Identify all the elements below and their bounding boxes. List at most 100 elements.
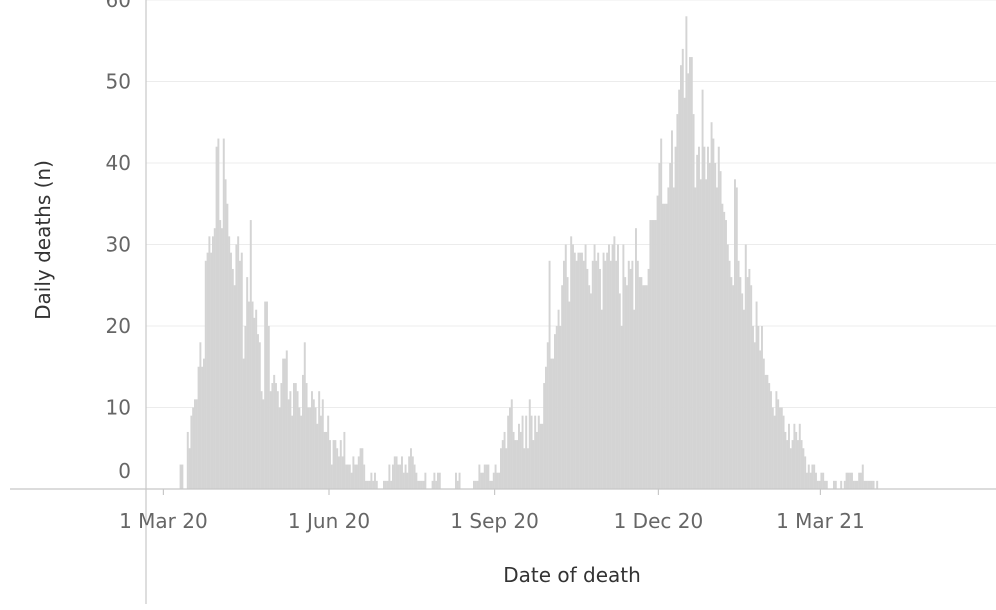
bar [215, 146, 218, 489]
bar [840, 480, 843, 489]
bar [267, 326, 270, 489]
bar [536, 431, 538, 489]
bar [824, 480, 826, 489]
bar [856, 480, 859, 489]
bar [498, 472, 501, 489]
bar [590, 293, 592, 489]
bar [804, 456, 807, 489]
bar [834, 480, 837, 489]
bar [822, 472, 825, 489]
bar [413, 464, 416, 489]
bar [716, 187, 718, 489]
bar [199, 342, 202, 489]
bar [762, 358, 765, 489]
bar [798, 423, 801, 489]
bar [399, 464, 402, 489]
bar [410, 448, 412, 489]
bar [417, 480, 420, 489]
bar [249, 220, 252, 490]
bar [726, 244, 729, 489]
bar [813, 464, 816, 489]
bar [276, 391, 279, 489]
bar [689, 57, 691, 490]
bar [681, 48, 684, 490]
bar [869, 480, 871, 489]
bar [332, 440, 335, 489]
bar [554, 334, 556, 489]
bar [321, 399, 324, 489]
bar [203, 358, 205, 489]
bar [575, 260, 578, 489]
bar [699, 179, 702, 490]
bar [361, 448, 364, 489]
bar [519, 431, 522, 489]
bar [807, 464, 810, 489]
bar [735, 187, 738, 489]
bar [755, 301, 758, 489]
bar [280, 383, 283, 489]
bar [746, 277, 749, 489]
bar [383, 480, 385, 489]
bar [224, 179, 227, 490]
bar [618, 293, 621, 489]
bar [548, 260, 551, 489]
bar [352, 456, 355, 489]
bar [354, 464, 357, 489]
bar [309, 407, 312, 489]
bar [435, 480, 438, 489]
bar [624, 277, 627, 489]
bar [732, 285, 735, 489]
bar [386, 480, 389, 489]
bar [487, 464, 490, 489]
bar [647, 268, 650, 489]
bar [602, 252, 605, 489]
bar [404, 464, 407, 489]
bar [485, 464, 488, 489]
bar [555, 326, 558, 489]
bar [329, 440, 331, 489]
bar [402, 472, 405, 489]
bar [811, 464, 814, 489]
bar [221, 228, 223, 489]
bar [613, 236, 616, 489]
bar [761, 326, 763, 489]
bar [336, 448, 339, 489]
bar [239, 260, 241, 489]
bar [734, 179, 736, 490]
bar [456, 480, 459, 489]
bar [330, 464, 333, 489]
bar [212, 236, 214, 489]
bar [789, 448, 792, 489]
bar [282, 358, 285, 489]
bar [255, 309, 258, 489]
bar [739, 277, 742, 489]
bar [363, 464, 366, 489]
bar [692, 114, 695, 489]
bar [635, 228, 637, 489]
bar [676, 114, 679, 489]
bar [500, 448, 502, 489]
bar [228, 236, 231, 489]
bar [626, 285, 628, 489]
bar [707, 146, 709, 489]
bar [550, 358, 553, 489]
bar [541, 423, 544, 489]
bar [491, 480, 493, 489]
bar [636, 260, 639, 489]
bar [503, 431, 506, 489]
bar [419, 480, 421, 489]
bar [296, 391, 299, 489]
bar [595, 260, 598, 489]
bar [359, 448, 362, 489]
bar [741, 293, 744, 489]
bar [771, 407, 774, 489]
bar [411, 456, 414, 489]
bar [237, 236, 240, 489]
bar [863, 480, 866, 489]
bar [849, 472, 852, 489]
bar [714, 163, 717, 489]
y-tick-label: 10 [106, 396, 131, 420]
bar [537, 415, 540, 489]
bar [350, 472, 353, 489]
bar [858, 472, 861, 489]
